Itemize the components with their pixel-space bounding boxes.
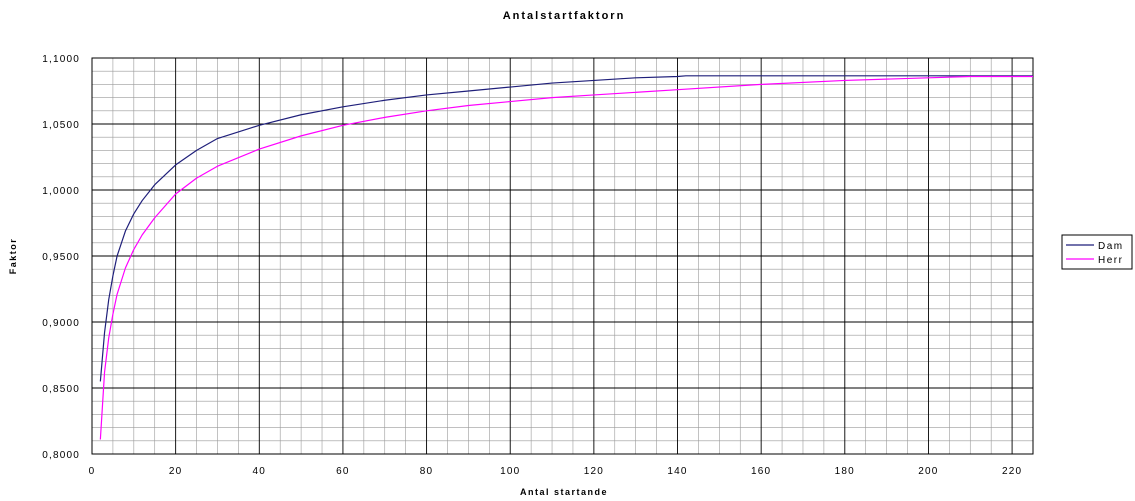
major-gridlines xyxy=(91,57,1033,455)
y-axis-title: Faktor xyxy=(8,238,18,275)
y-tick-label: 0,9000 xyxy=(42,318,80,329)
x-tick-label: 200 xyxy=(918,466,938,477)
x-tick-label: 220 xyxy=(1002,466,1022,477)
plot-area-border xyxy=(91,57,1034,455)
y-tick-label: 1,0000 xyxy=(42,186,80,197)
x-tick-label: 100 xyxy=(500,466,520,477)
legend-label-herr: Herr xyxy=(1098,255,1123,266)
x-tick-label: 160 xyxy=(751,466,771,477)
x-axis-ticks: 0 20 40 60 80 100 120 140 160 180 200 220 xyxy=(89,466,1022,477)
x-tick-label: 60 xyxy=(336,466,350,477)
chart-title: Antalstartfaktorn xyxy=(503,10,626,22)
legend: Dam Herr xyxy=(1061,234,1133,270)
legend-box xyxy=(1061,234,1133,270)
y-tick-label: 0,8000 xyxy=(42,450,80,461)
x-tick-label: 0 xyxy=(89,466,96,477)
y-tick-label: 1,1000 xyxy=(42,54,80,65)
series-lines xyxy=(99,75,1033,440)
y-tick-label: 1,0500 xyxy=(42,120,80,131)
x-tick-label: 80 xyxy=(420,466,434,477)
x-tick-label: 20 xyxy=(169,466,183,477)
x-tick-label: 140 xyxy=(667,466,687,477)
y-axis-ticks: 0,8000 0,8500 0,9000 0,9500 1,0000 1,0500 1,10… xyxy=(42,54,80,461)
y-tick-label: 0,9500 xyxy=(42,252,80,263)
x-tick-label: 120 xyxy=(584,466,604,477)
series-line-herr xyxy=(99,75,1033,440)
x-tick-label: 40 xyxy=(253,466,267,477)
x-axis-title: Antal startande xyxy=(520,487,608,497)
legend-label-dam: Dam xyxy=(1098,241,1124,252)
series-line-dam xyxy=(99,75,1033,382)
x-tick-label: 180 xyxy=(835,466,855,477)
y-tick-label: 0,8500 xyxy=(42,384,80,395)
